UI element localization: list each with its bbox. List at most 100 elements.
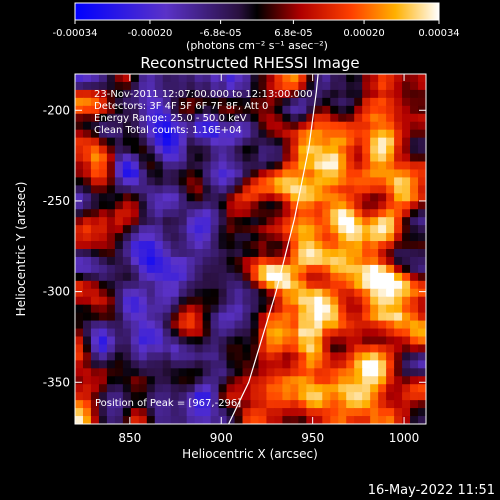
heatmap-cell (394, 360, 403, 369)
heatmap-cell (162, 376, 172, 385)
heatmap-cell (82, 376, 92, 385)
heatmap-cell (146, 177, 156, 186)
heatmap-cell (234, 360, 244, 369)
heatmap-cell (226, 376, 236, 385)
heatmap-cell (162, 81, 172, 91)
heatmap-cell (330, 264, 339, 274)
heatmap-cell (378, 408, 387, 417)
heatmap-cell (402, 376, 411, 385)
heatmap-cell (314, 368, 323, 377)
heatmap-cell (98, 89, 108, 99)
heatmap-cell (346, 201, 355, 210)
heatmap-cell (242, 288, 252, 298)
heatmap-cell (290, 408, 299, 417)
heatmap-cell (338, 280, 347, 290)
heatmap-cell (330, 129, 339, 139)
heatmap-cell (258, 233, 268, 242)
heatmap-cell (146, 209, 156, 218)
heatmap-cell (346, 280, 355, 290)
heatmap-cell (146, 241, 156, 250)
heatmap-cell (226, 272, 236, 282)
heatmap-cell (386, 97, 395, 107)
heatmap-cell (258, 416, 268, 424)
heatmap-cell (242, 400, 252, 409)
heatmap-cell (266, 241, 276, 250)
heatmap-cell (338, 137, 347, 147)
heatmap-cell (202, 408, 212, 417)
heatmap-cell (410, 113, 419, 123)
heatmap-cell (82, 81, 92, 91)
heatmap-cell (146, 225, 156, 234)
heatmap-cell (146, 320, 156, 330)
heatmap-cell (242, 161, 252, 171)
heatmap-cell (82, 105, 92, 115)
heatmap-cell (250, 241, 260, 250)
heatmap-cell (178, 97, 188, 107)
heatmap-cell (314, 137, 323, 147)
heatmap-cell (394, 400, 403, 409)
heatmap-cell (346, 249, 355, 258)
heatmap-cell (298, 296, 307, 306)
heatmap-cell (218, 177, 228, 186)
heatmap-cell (82, 153, 92, 163)
heatmap-cell (138, 225, 148, 234)
heatmap-cell (186, 74, 196, 83)
heatmap-cell (194, 137, 204, 147)
heatmap-cell (354, 280, 363, 290)
heatmap-cell (298, 408, 307, 417)
heatmap-cell (330, 209, 339, 218)
heatmap-cell (362, 416, 371, 424)
heatmap-cell (346, 233, 355, 242)
heatmap-cell (258, 81, 268, 91)
heatmap-cell (242, 296, 252, 306)
heatmap-cell (402, 129, 411, 139)
heatmap-cell (274, 137, 284, 147)
heatmap-cell (250, 105, 260, 115)
heatmap-cell (170, 233, 180, 242)
heatmap-cell (226, 392, 236, 401)
heatmap-cell (75, 296, 84, 306)
heatmap-cell (162, 392, 172, 401)
heatmap-cell (290, 392, 299, 401)
heatmap-cell (274, 153, 284, 163)
heatmap-cell (410, 241, 419, 250)
x-tick-label: 900 (210, 431, 233, 445)
heatmap-cell (178, 233, 188, 242)
heatmap-cell (314, 81, 323, 91)
heatmap-cell (306, 376, 315, 385)
heatmap-cell (226, 201, 236, 210)
heatmap-cell (194, 360, 204, 369)
heatmap-cell (106, 201, 116, 210)
heatmap-cell (410, 328, 419, 338)
heatmap-cell (298, 360, 307, 369)
heatmap-cell (346, 344, 355, 353)
heatmap-cell (418, 153, 426, 163)
heatmap-cell (75, 233, 84, 242)
heatmap-cell (250, 74, 260, 83)
heatmap-cell (402, 145, 411, 155)
heatmap-cell (154, 352, 164, 361)
heatmap-cell (306, 296, 315, 306)
heatmap-cell (210, 153, 220, 163)
heatmap-cell (258, 129, 268, 139)
heatmap-cell (210, 272, 220, 282)
heatmap-cell (106, 121, 116, 131)
heatmap-cell (266, 328, 276, 338)
heatmap-cell (106, 320, 116, 330)
heatmap-cell (354, 177, 363, 186)
heatmap-cell (330, 304, 339, 314)
heatmap-cell (114, 145, 124, 155)
heatmap-cell (154, 336, 164, 346)
heatmap-cell (282, 288, 291, 298)
heatmap-cell (122, 129, 132, 139)
heatmap-cell (75, 193, 84, 202)
heatmap-cell (330, 185, 339, 194)
heatmap-cell (146, 193, 156, 202)
heatmap-cell (162, 304, 172, 314)
heatmap-cell (122, 328, 132, 338)
heatmap-cell (274, 392, 284, 401)
heatmap-cell (274, 416, 284, 424)
heatmap-cell (170, 320, 180, 330)
heatmap-cell (98, 376, 108, 385)
heatmap-cell (114, 408, 124, 417)
